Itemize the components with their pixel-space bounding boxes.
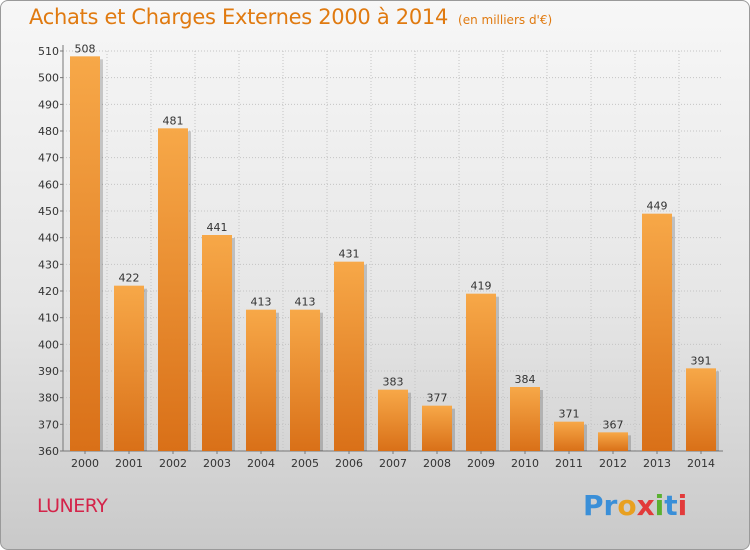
bar (510, 387, 540, 451)
x-tick-label: 2002 (159, 457, 187, 470)
y-tick-label: 360 (38, 445, 59, 458)
y-tick-label: 410 (38, 312, 59, 325)
data-label: 367 (603, 418, 624, 431)
bar (378, 389, 408, 451)
bar (202, 235, 232, 451)
y-tick-label: 450 (38, 205, 59, 218)
x-tick-label: 2007 (379, 457, 407, 470)
y-tick-label: 510 (38, 45, 59, 58)
y-tick-label: 500 (38, 72, 59, 85)
data-label: 391 (691, 354, 712, 367)
data-label: 377 (427, 392, 448, 405)
bar (422, 405, 452, 451)
y-tick-label: 440 (38, 232, 59, 245)
data-label: 441 (207, 221, 228, 234)
data-label: 383 (383, 376, 404, 389)
bar (70, 56, 100, 451)
y-tick-label: 430 (38, 258, 59, 271)
chart-title: Achats et Charges Externes 2000 à 2014 (e… (29, 5, 552, 29)
data-label: 413 (251, 296, 272, 309)
x-tick-label: 2006 (335, 457, 363, 470)
data-label: 419 (471, 280, 492, 293)
y-tick-label: 460 (38, 178, 59, 191)
x-tick-label: 2013 (643, 457, 671, 470)
x-tick-label: 2005 (291, 457, 319, 470)
proxiti-logo: Proxiti (583, 489, 688, 522)
y-tick-label: 370 (38, 418, 59, 431)
data-label: 431 (339, 248, 360, 261)
y-tick-label: 470 (38, 152, 59, 165)
bars (70, 56, 719, 452)
chart-title-text: Achats et Charges Externes 2000 à 2014 (29, 5, 449, 29)
x-tick-label: 2008 (423, 457, 451, 470)
bar (334, 261, 364, 451)
x-tick-label: 2010 (511, 457, 539, 470)
y-tick-label: 390 (38, 365, 59, 378)
chart-subtitle: (en milliers d'€) (458, 13, 553, 27)
data-label: 413 (295, 296, 316, 309)
x-tick-label: 2001 (115, 457, 143, 470)
bar (246, 309, 276, 451)
x-tick-label: 2009 (467, 457, 495, 470)
labels: 360 370 380 390 400 410 420 430 440 450 460 470 480 4… (38, 42, 715, 470)
y-tick-label: 420 (38, 285, 59, 298)
x-tick-label: 2011 (555, 457, 583, 470)
y-tick-label: 490 (38, 98, 59, 111)
x-tick-label: 2014 (687, 457, 715, 470)
x-tick-label: 2000 (71, 457, 99, 470)
y-tick-label: 480 (38, 125, 59, 138)
bar (466, 293, 496, 451)
data-label: 371 (559, 408, 580, 421)
data-label: 449 (647, 200, 668, 213)
x-tick-label: 2004 (247, 457, 275, 470)
data-label: 384 (515, 373, 536, 386)
bar (290, 309, 320, 451)
data-label: 422 (119, 272, 140, 285)
x-tick-label: 2012 (599, 457, 627, 470)
y-tick-label: 400 (38, 338, 59, 351)
x-tick-label: 2003 (203, 457, 231, 470)
bar (598, 432, 628, 451)
bar (686, 368, 716, 451)
y-tick-label: 380 (38, 392, 59, 405)
bar (158, 128, 188, 451)
data-label: 508 (75, 42, 96, 55)
bar (554, 421, 584, 451)
data-label: 481 (163, 114, 184, 127)
bar (114, 285, 144, 451)
bar (642, 213, 672, 451)
commune-name: LUNERY (37, 495, 108, 517)
